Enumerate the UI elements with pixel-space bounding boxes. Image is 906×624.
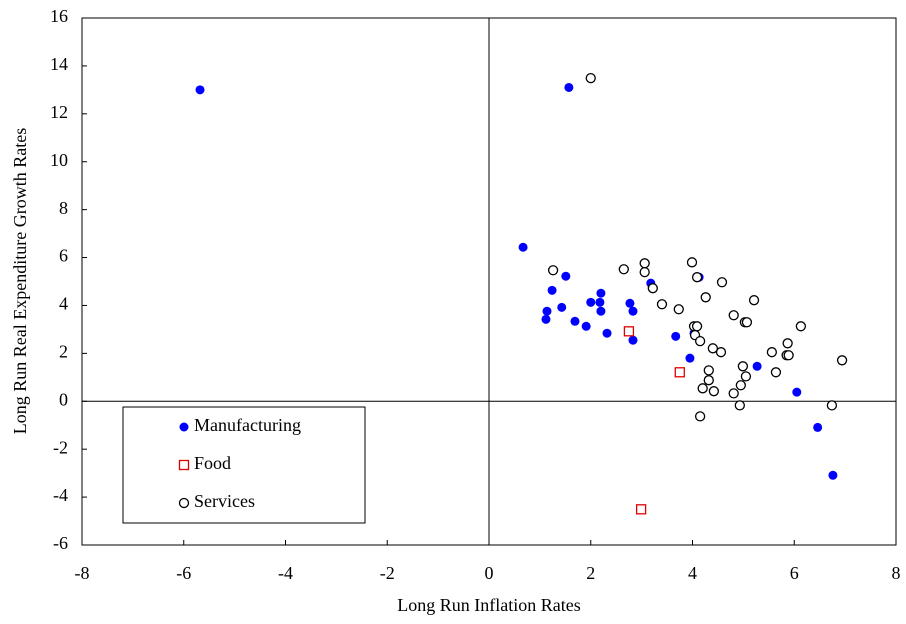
x-tick-label: -6 [176,563,191,583]
y-tick-label: 12 [50,102,68,122]
point [596,306,606,316]
point [647,283,658,294]
point [766,347,778,358]
point [671,331,681,341]
y-tick-label: 16 [50,6,68,26]
point [741,317,753,328]
point [518,242,528,252]
point [694,411,706,422]
y-tick-label: 10 [50,150,68,170]
y-tick-label: -6 [53,533,68,553]
point [673,304,684,315]
x-tick-label: 0 [485,563,494,583]
point [656,299,668,310]
point [602,328,612,338]
point [542,306,552,316]
legend-label: Services [194,491,255,511]
point [728,388,739,399]
point [686,257,698,268]
point [585,72,596,84]
x-tick-label: 8 [892,563,901,583]
point [703,375,714,386]
point [703,365,714,376]
point [735,380,746,391]
x-tick-label: 4 [688,563,697,583]
point [635,504,647,515]
point [748,295,760,306]
x-tick-label: 2 [586,563,595,583]
x-axis-label: Long Run Inflation Rates [397,595,580,615]
point [691,321,703,332]
point [628,306,638,316]
point [752,361,762,371]
point [700,292,711,303]
point [674,367,685,378]
legend-label: Manufacturing [194,415,301,435]
point [195,85,205,95]
point [557,302,567,312]
point [639,258,650,269]
point [618,264,629,275]
point [708,386,720,397]
point [694,335,706,347]
legend-label: Food [194,453,231,473]
point [639,267,650,278]
point [795,321,807,332]
y-tick-label: 0 [59,389,68,409]
x-tick-label: -4 [278,563,293,583]
point [547,265,559,276]
legend-marker [179,422,189,432]
point [715,347,727,358]
point [740,371,752,382]
point [707,343,718,354]
point [737,361,749,372]
point [770,367,782,378]
y-tick-label: -4 [53,485,68,505]
point [697,383,708,394]
point [586,297,596,307]
y-tick-label: 2 [59,341,68,361]
point [623,326,635,337]
point [828,470,838,480]
point [570,316,580,326]
point [826,400,838,411]
legend-marker [178,497,190,509]
legend-marker [178,459,190,471]
y-tick-label: 8 [59,198,68,218]
point [564,82,574,92]
x-tick-label: -8 [75,563,90,583]
y-tick-label: 6 [59,246,68,266]
point [685,353,695,363]
point [836,355,848,366]
y-tick-label: 4 [59,294,68,314]
x-tick-label: 6 [790,563,799,583]
y-axis-label: Long Run Real Expenditure Growth Rates [10,128,30,434]
point [625,298,635,308]
point [782,338,793,349]
point [541,314,551,324]
point [734,400,745,411]
x-tick-label: -2 [380,563,395,583]
point [792,387,802,397]
point [595,297,605,307]
point [813,422,823,432]
y-tick-label: -2 [53,437,68,457]
point [783,350,794,361]
point [581,321,591,331]
point [628,335,638,345]
y-tick-label: 14 [50,54,68,74]
legend-box [122,406,366,524]
point [596,288,606,298]
point [728,310,739,321]
point [691,272,703,283]
point [547,285,557,295]
point [561,271,571,281]
point [716,277,728,288]
